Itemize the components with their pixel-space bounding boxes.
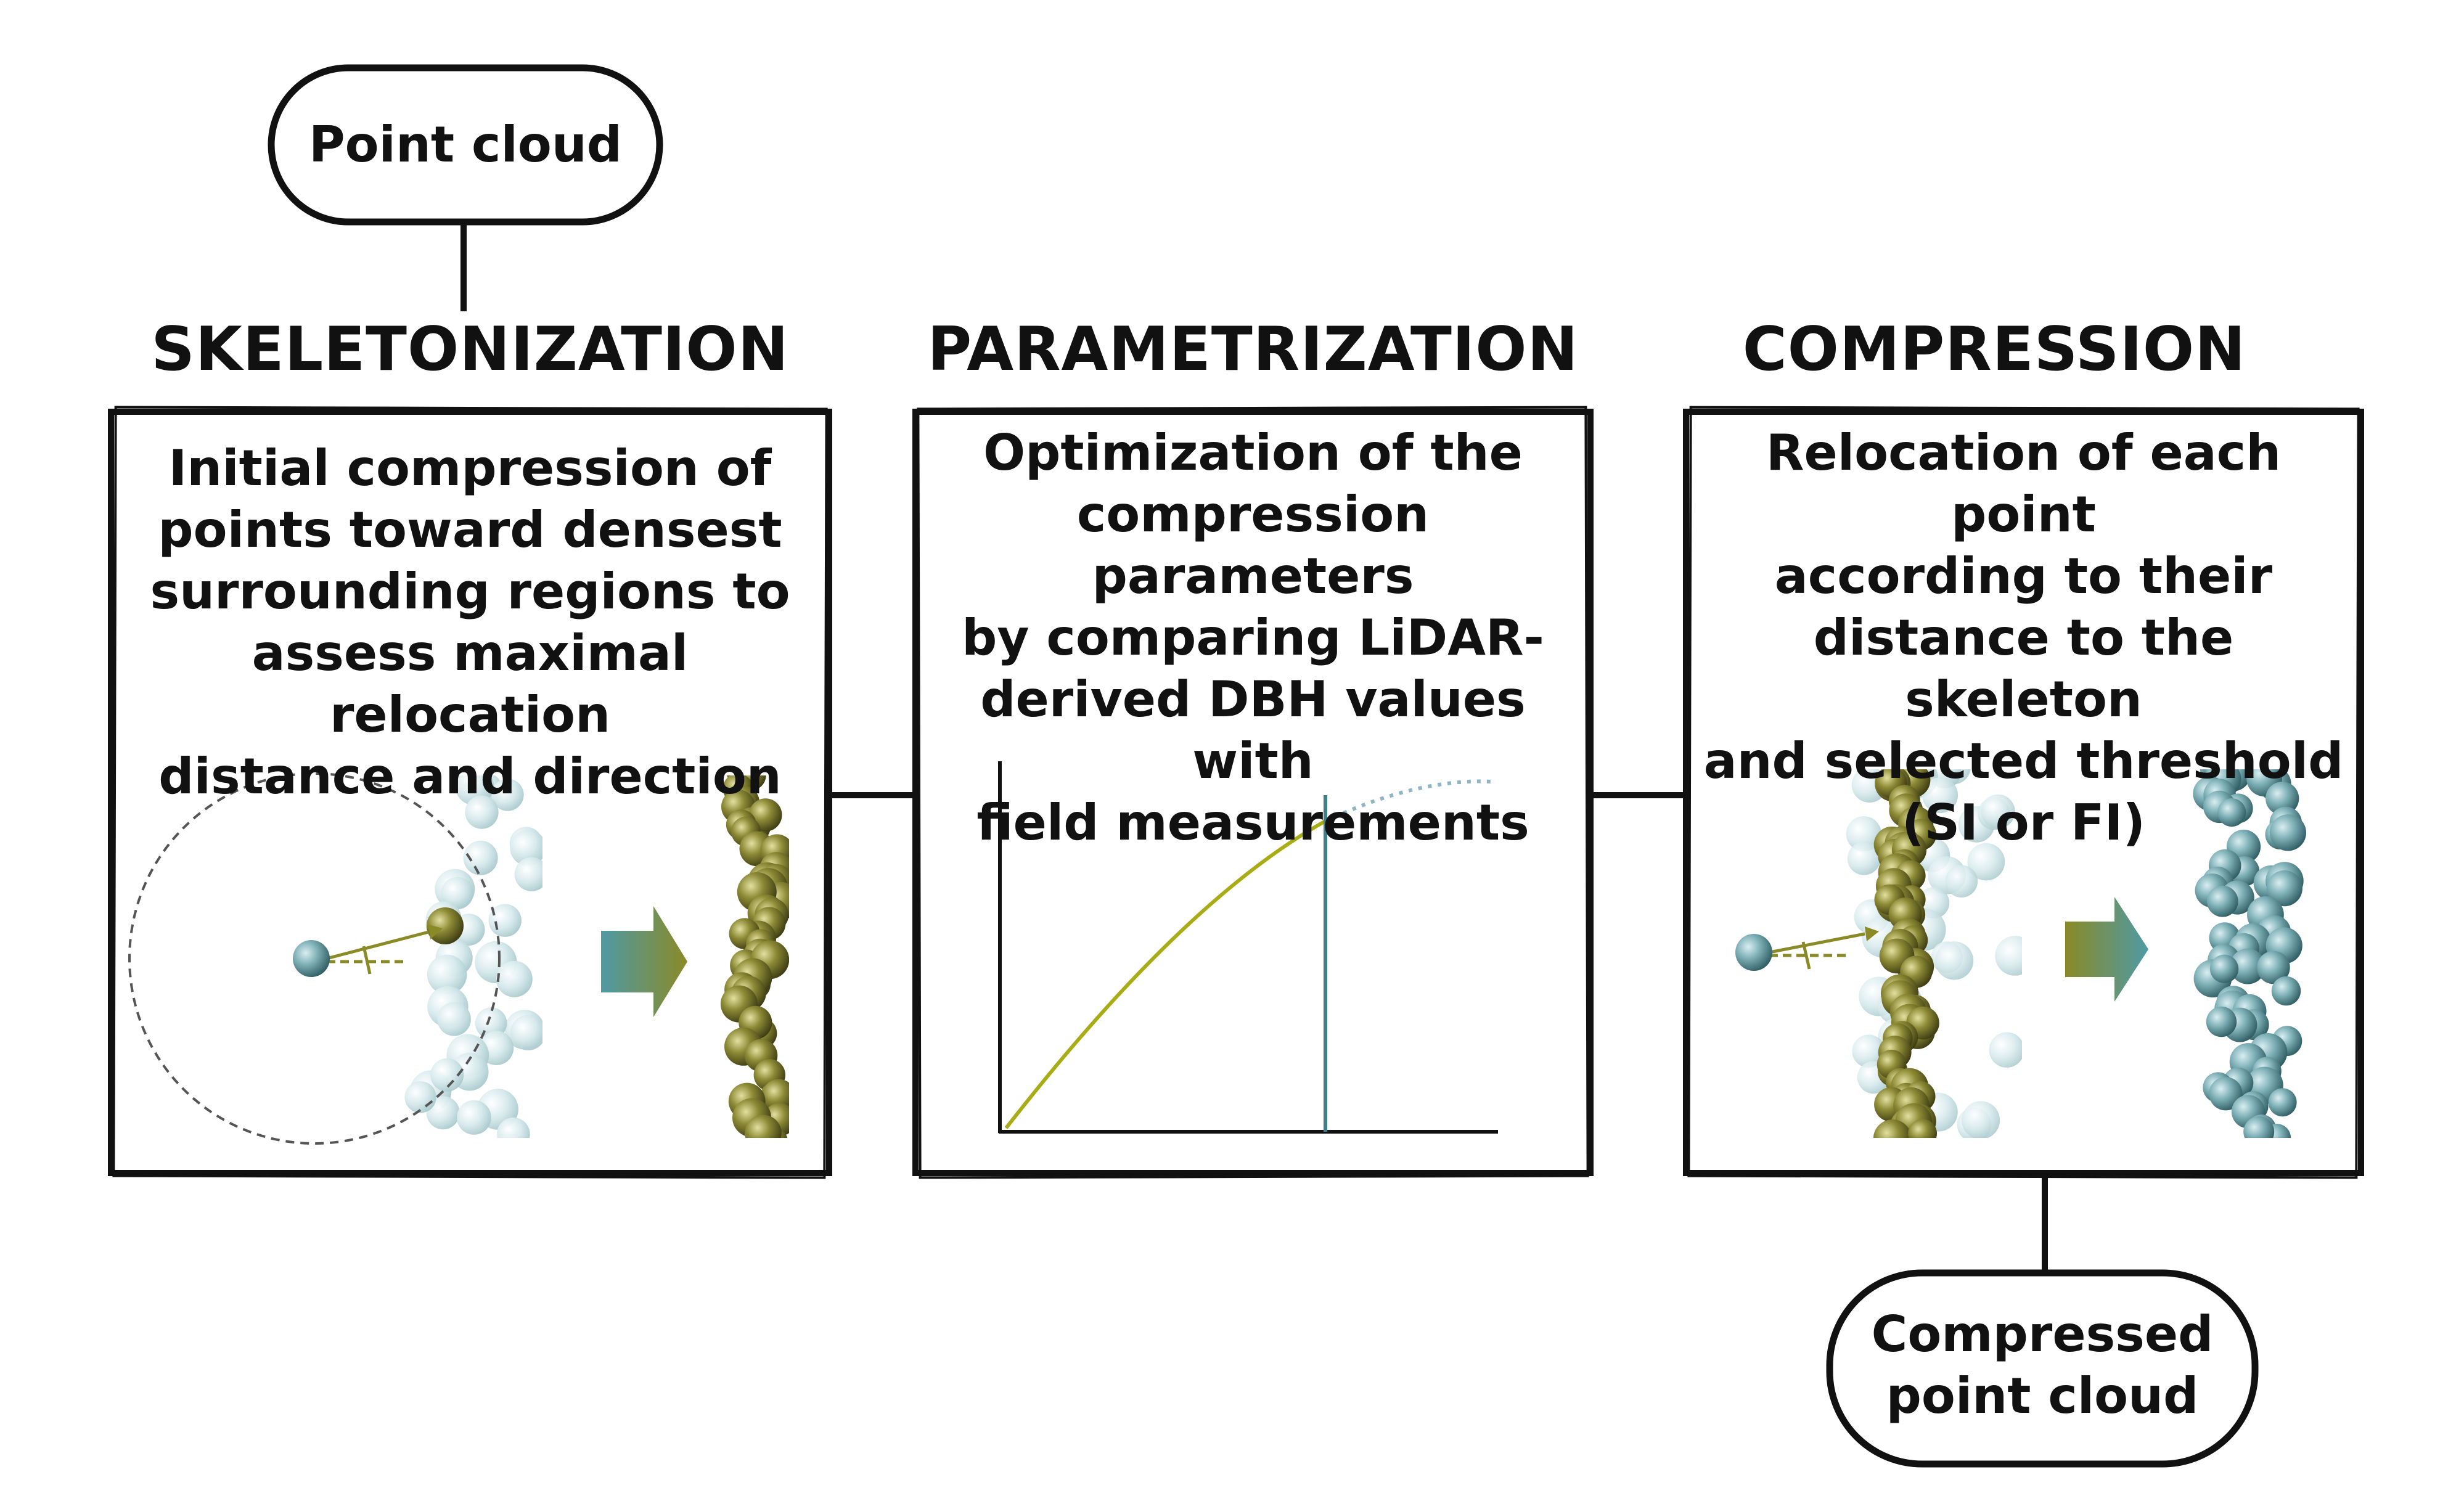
- original-point-sphere: [1981, 794, 2015, 829]
- compressed-point-sphere: [2257, 951, 2290, 984]
- description-line: points toward densest: [158, 501, 782, 558]
- skeleton-sphere: [1908, 1119, 1937, 1138]
- description-line: by comparing LiDAR-: [962, 609, 1544, 666]
- output-node-label-line1: Compressed: [1871, 1306, 2214, 1363]
- parametrization-chart: [998, 761, 1498, 1134]
- description-line: (SI or FI): [1901, 794, 2146, 851]
- compressed-point-sphere: [2243, 1116, 2275, 1138]
- compressed-point-sphere: [2266, 870, 2302, 907]
- input-node-label: Point cloud: [308, 116, 623, 173]
- chart-curve: [1004, 819, 1327, 1129]
- compressed-point-sphere: [2217, 798, 2246, 827]
- parametrization-box: [912, 406, 1594, 1179]
- description-line: field measurements: [976, 794, 1529, 851]
- search-radius-circle: [128, 772, 501, 1145]
- description-line: surrounding regions to: [150, 563, 790, 620]
- output-node-shape: [1826, 1269, 2259, 1468]
- original-point-sphere: [1846, 816, 1881, 852]
- original-point-sphere: [1995, 936, 2022, 976]
- densest-target-point: [427, 907, 464, 944]
- dense-region-sphere: [465, 795, 499, 829]
- dense-region-sphere: [510, 1015, 542, 1050]
- relocation-vector: [326, 930, 429, 960]
- original-point-sphere: [1922, 777, 1959, 813]
- stage-title-compression: COMPRESSION: [1742, 314, 2246, 385]
- skeleton-sphere: [1873, 1119, 1912, 1138]
- description-line: distance to the skeleton: [1813, 609, 2234, 728]
- skeleton-sphere: [745, 1114, 782, 1138]
- dense-region-sphere: [496, 960, 533, 997]
- compressed-point-sphere: [2210, 954, 2239, 983]
- output-node-label: Compressed point cloud: [1830, 1304, 2255, 1427]
- description-line: derived DBH values with: [980, 671, 1526, 790]
- description-line: Optimization of the: [983, 424, 1523, 481]
- dense-region-sphere: [497, 1117, 530, 1138]
- dense-region-sphere: [430, 1058, 464, 1092]
- input-node-shape: [268, 64, 663, 226]
- transition-arrow-skeletonization: [601, 906, 687, 1017]
- original-point-sphere: [1989, 1032, 2022, 1068]
- dense-region-sphere: [437, 1002, 471, 1036]
- dense-region-sphere: [456, 1100, 491, 1135]
- dense-region-sphere: [404, 1081, 436, 1113]
- compressed-point-sphere: [2269, 814, 2306, 851]
- stage-title-parametrization: PARAMETRIZATION: [927, 314, 1579, 385]
- original-point-sphere: [1945, 865, 1978, 898]
- description-line: Relocation of each point: [1766, 424, 2282, 543]
- stage-description-compression: Relocation of each point according to th…: [1689, 422, 2358, 854]
- stage-description-skeletonization: Initial compression of points toward den…: [114, 438, 826, 808]
- dense-region-sphere: [491, 779, 524, 811]
- transition-arrow-compression: [2065, 897, 2148, 1002]
- description-line: and selected threshold: [1703, 732, 2344, 790]
- original-point-sphere: [1934, 941, 1974, 980]
- description-line: Initial compression of: [168, 440, 772, 497]
- stage-title-skeletonization: SKELETONIZATION: [151, 314, 789, 385]
- dense-region-sphere: [427, 954, 467, 995]
- dense-region-sphere: [463, 840, 498, 875]
- compressed-point-sphere: [2265, 782, 2299, 816]
- original-point-sphere: [1852, 1034, 1885, 1068]
- description-line: according to their: [1774, 547, 2273, 605]
- dense-region-sphere: [441, 877, 473, 910]
- compressed-point-sphere: [2206, 1006, 2237, 1037]
- description-line: assess maximal relocation: [252, 624, 689, 743]
- original-point-sphere: [1967, 843, 2005, 881]
- output-node-label-line2: point cloud: [1886, 1367, 2199, 1425]
- description-line: distance and direction: [158, 748, 782, 805]
- dense-region-sphere: [510, 830, 542, 866]
- original-point-sphere: [1962, 1101, 2000, 1138]
- compressed-point-sphere: [2230, 948, 2266, 984]
- stage-description-parametrization: Optimization of the compression paramete…: [919, 422, 1587, 854]
- compressed-point-sphere: [2209, 1077, 2243, 1111]
- compression-source-point: [1735, 934, 1772, 971]
- original-point-sphere: [1847, 841, 1881, 875]
- compression-illustration: [1735, 769, 2306, 1138]
- compression-vector: [1769, 932, 1865, 954]
- dense-region-sphere: [514, 857, 542, 891]
- dense-region-sphere: [426, 1096, 460, 1130]
- compressed-point-sphere: [2268, 1088, 2297, 1117]
- source-point: [293, 940, 330, 977]
- compressed-point-sphere: [2206, 885, 2238, 917]
- description-line: compression parameters: [1076, 486, 1430, 605]
- skeletonization-illustration: [128, 772, 789, 1145]
- compressed-point-sphere: [2271, 976, 2301, 1006]
